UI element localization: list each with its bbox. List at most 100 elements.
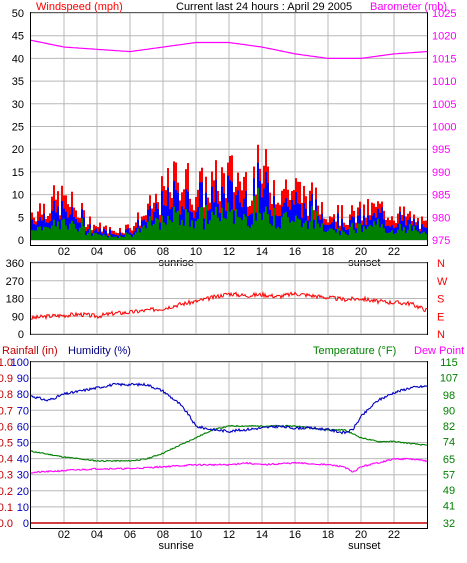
wind-avg-bar xyxy=(55,212,57,240)
compass-tick-label: E xyxy=(437,311,444,323)
wind-avg-bar xyxy=(99,228,101,240)
wind-low-bar xyxy=(229,211,231,240)
rainfall-tick-label: 0.2 xyxy=(0,486,13,498)
p1-x-tick-label: 06 xyxy=(124,246,136,258)
wind-low-bar xyxy=(85,235,87,240)
windspeed-tick-label: 35 xyxy=(12,76,24,88)
barometer-tick-label: 1015 xyxy=(432,53,456,65)
windspeed-tick-label: 20 xyxy=(12,144,24,156)
wind-low-bar xyxy=(189,226,191,240)
temperature-tick-label: 107 xyxy=(440,373,458,385)
wind-low-bar xyxy=(117,237,119,240)
wind-low-bar xyxy=(35,230,37,240)
wind-low-bar xyxy=(107,237,109,240)
wind-low-bar xyxy=(225,218,227,240)
wind-low-bar xyxy=(333,229,335,240)
wind-low-bar xyxy=(381,224,383,240)
windspeed-tick-label: 30 xyxy=(12,99,24,111)
wind-low-bar xyxy=(49,228,51,240)
p3-sunrise-label: sunrise xyxy=(158,540,193,552)
wind-low-bar xyxy=(263,212,265,240)
dewpoint-axis-title: Dew Point xyxy=(414,345,464,357)
wind-low-bar xyxy=(389,232,391,240)
wind-low-bar xyxy=(369,225,371,240)
wind-low-bar xyxy=(235,208,237,240)
wind-avg-bar xyxy=(31,219,33,240)
wind-low-bar xyxy=(347,235,349,240)
wind-low-bar xyxy=(303,223,305,240)
direction-tick-label: 270 xyxy=(6,276,24,288)
wind-low-bar xyxy=(113,236,115,240)
wind-low-bar xyxy=(169,220,171,240)
p3-x-tick-label: 12 xyxy=(223,529,235,541)
wind-low-bar xyxy=(249,227,251,240)
wind-low-bar xyxy=(221,207,223,240)
wind-low-bar xyxy=(187,212,189,240)
windspeed-tick-label: 5 xyxy=(18,212,24,224)
temperature-tick-label: 115 xyxy=(440,357,458,369)
wind-low-bar xyxy=(165,224,167,240)
temperature-tick-label: 32 xyxy=(443,518,455,530)
humidity-tick-label: 10 xyxy=(17,502,29,514)
windspeed-tick-label: 25 xyxy=(12,122,24,134)
p3-sunset-label: sunset xyxy=(348,540,380,552)
wind-low-bar xyxy=(293,221,295,240)
wind-low-bar xyxy=(377,218,379,240)
wind-low-bar xyxy=(231,209,233,240)
wind-low-bar xyxy=(157,219,159,240)
rainfall-tick-label: 0.7 xyxy=(0,405,13,417)
rainfall-tick-label: 0.6 xyxy=(0,421,13,433)
wind-avg-bar xyxy=(417,221,419,240)
barometer-line xyxy=(30,39,428,59)
wind-low-bar xyxy=(183,225,185,240)
wind-low-bar xyxy=(33,230,35,240)
wind-avg-bar xyxy=(259,180,261,240)
barometer-tick-label: 1010 xyxy=(432,76,456,88)
wind-low-bar xyxy=(335,232,337,240)
rainfall-tick-label: 0.3 xyxy=(0,470,13,482)
wind-low-bar xyxy=(143,225,145,240)
wind-low-bar xyxy=(273,207,275,240)
humidity-tick-label: 30 xyxy=(17,470,29,482)
wind-low-bar xyxy=(319,227,321,240)
wind-low-bar xyxy=(279,228,281,240)
barometer-tick-label: 975 xyxy=(432,235,450,247)
wind-low-bar xyxy=(355,232,357,240)
wind-low-bar xyxy=(277,226,279,240)
p3-x-tick-label: 16 xyxy=(289,529,301,541)
rainfall-tick-label: 1.0 xyxy=(0,357,13,369)
wind-low-bar xyxy=(131,237,133,240)
wind-low-bar xyxy=(93,232,95,240)
rainfall-tick-label: 0.0 xyxy=(0,518,13,530)
wind-low-bar xyxy=(423,231,425,240)
humidity-tick-label: 40 xyxy=(17,454,29,466)
wind-avg-bar xyxy=(341,218,343,240)
wind-low-bar xyxy=(65,225,67,240)
wind-low-bar xyxy=(79,227,81,240)
rainfall-tick-label: 0.8 xyxy=(0,389,13,401)
humidity-tick-label: 60 xyxy=(17,421,29,433)
wind-avg-bar xyxy=(291,200,293,240)
wind-low-bar xyxy=(179,224,181,240)
windspeed-tick-label: 0 xyxy=(18,235,24,247)
wind-direction-line xyxy=(30,290,428,321)
wind-low-bar xyxy=(419,233,421,240)
wind-low-bar xyxy=(103,234,105,240)
wind-low-bar xyxy=(363,226,365,240)
humidity-tick-label: 100 xyxy=(11,357,29,369)
compass-tick-label: W xyxy=(437,276,448,288)
wind-avg-bar xyxy=(333,219,335,240)
wind-low-bar xyxy=(77,231,79,240)
wind-avg-bar xyxy=(337,213,339,240)
wind-low-bar xyxy=(407,229,409,240)
p1-x-tick-label: 14 xyxy=(256,246,268,258)
wind-low-bar xyxy=(357,223,359,240)
wind-low-bar xyxy=(105,235,107,240)
wind-low-bar xyxy=(197,218,199,240)
wind-low-bar xyxy=(141,227,143,240)
temperature-axis-title: Temperature (°F) xyxy=(313,345,396,357)
wind-low-bar xyxy=(265,206,267,240)
wind-low-bar xyxy=(299,219,301,240)
windspeed-tick-label: 10 xyxy=(12,190,24,202)
